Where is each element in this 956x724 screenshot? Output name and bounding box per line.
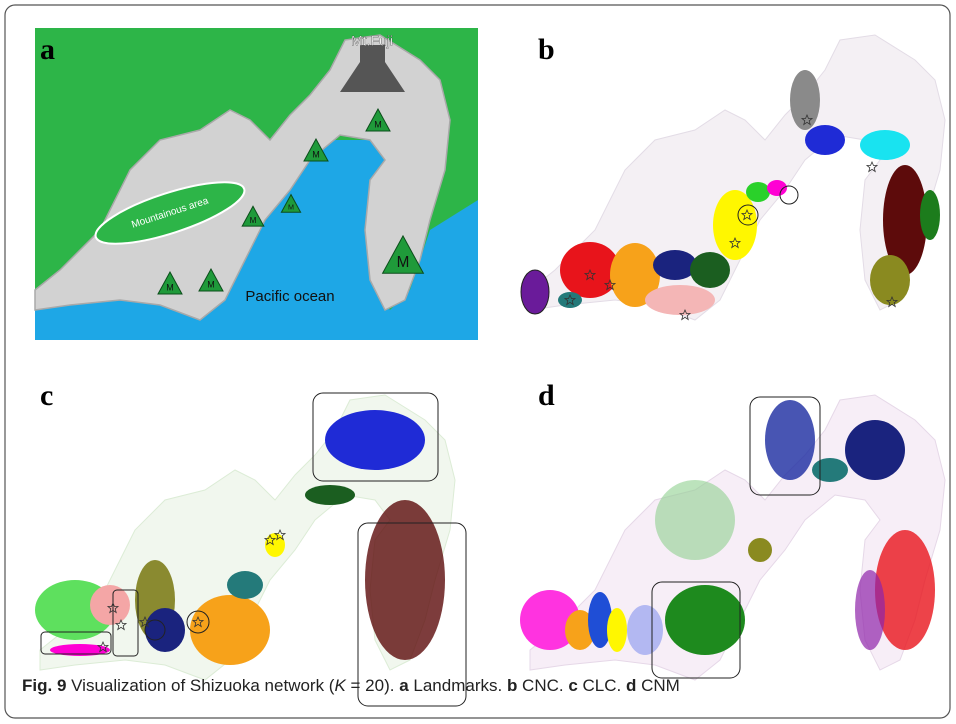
- marker-label: M: [250, 216, 257, 225]
- cluster: [870, 255, 910, 305]
- caption: Fig. 9 Visualization of Shizuoka network…: [22, 676, 680, 696]
- cluster: [748, 538, 772, 562]
- panel-d: [520, 395, 945, 680]
- panel-label: d: [538, 379, 555, 412]
- cluster: [655, 480, 735, 560]
- cluster: [325, 410, 425, 470]
- cluster: [521, 270, 549, 314]
- circle-highlight: [780, 186, 798, 204]
- caption-label: Fig. 9: [22, 676, 66, 695]
- marker-label: M: [288, 202, 294, 211]
- cluster: [920, 190, 940, 240]
- marker-label: M: [312, 149, 320, 159]
- cluster: [812, 458, 848, 482]
- cluster: [875, 530, 935, 650]
- caption-text: K: [334, 676, 345, 695]
- cluster: [265, 533, 285, 557]
- annotation: Mt.Fuji: [351, 33, 393, 49]
- marker-label: M: [374, 119, 382, 129]
- caption-text: CNM: [636, 676, 679, 695]
- cluster: [653, 250, 697, 280]
- cluster: [765, 400, 815, 480]
- cluster: [607, 608, 627, 652]
- caption-text: = 20).: [346, 676, 399, 695]
- panel-label: a: [40, 33, 55, 66]
- cluster: [860, 130, 910, 160]
- cluster: [665, 585, 745, 655]
- cluster: [845, 420, 905, 480]
- marker-label: M: [207, 279, 215, 289]
- figure: a b c d Mt.Fuji Mountainous area Pacific…: [0, 0, 956, 724]
- caption-text: CNC.: [517, 676, 568, 695]
- annotation: Pacific ocean: [245, 288, 334, 305]
- panel-label: c: [40, 379, 53, 412]
- caption-text: c: [568, 676, 577, 695]
- cluster: [690, 252, 730, 288]
- marker-label: M: [397, 254, 410, 271]
- cluster: [190, 595, 270, 665]
- cluster: [627, 605, 663, 655]
- cluster: [227, 571, 263, 599]
- cluster: [645, 285, 715, 315]
- cluster: [90, 585, 130, 625]
- cluster: [305, 485, 355, 505]
- caption-text: Visualization of Shizuoka network (: [71, 676, 334, 695]
- caption-text: CLC.: [578, 676, 626, 695]
- marker-label: M: [166, 282, 174, 292]
- caption-text: a: [399, 676, 408, 695]
- figure-art: a b c d Mt.Fuji Mountainous area Pacific…: [0, 0, 956, 724]
- cluster: [805, 125, 845, 155]
- cluster: [365, 500, 445, 660]
- cluster: [855, 570, 885, 650]
- caption-text: b: [507, 676, 517, 695]
- panel-b: [521, 35, 945, 320]
- panel-label: b: [538, 33, 555, 66]
- caption-text: Landmarks.: [409, 676, 507, 695]
- cluster: [746, 182, 770, 202]
- caption-text: d: [626, 676, 636, 695]
- panel-c: [35, 393, 466, 706]
